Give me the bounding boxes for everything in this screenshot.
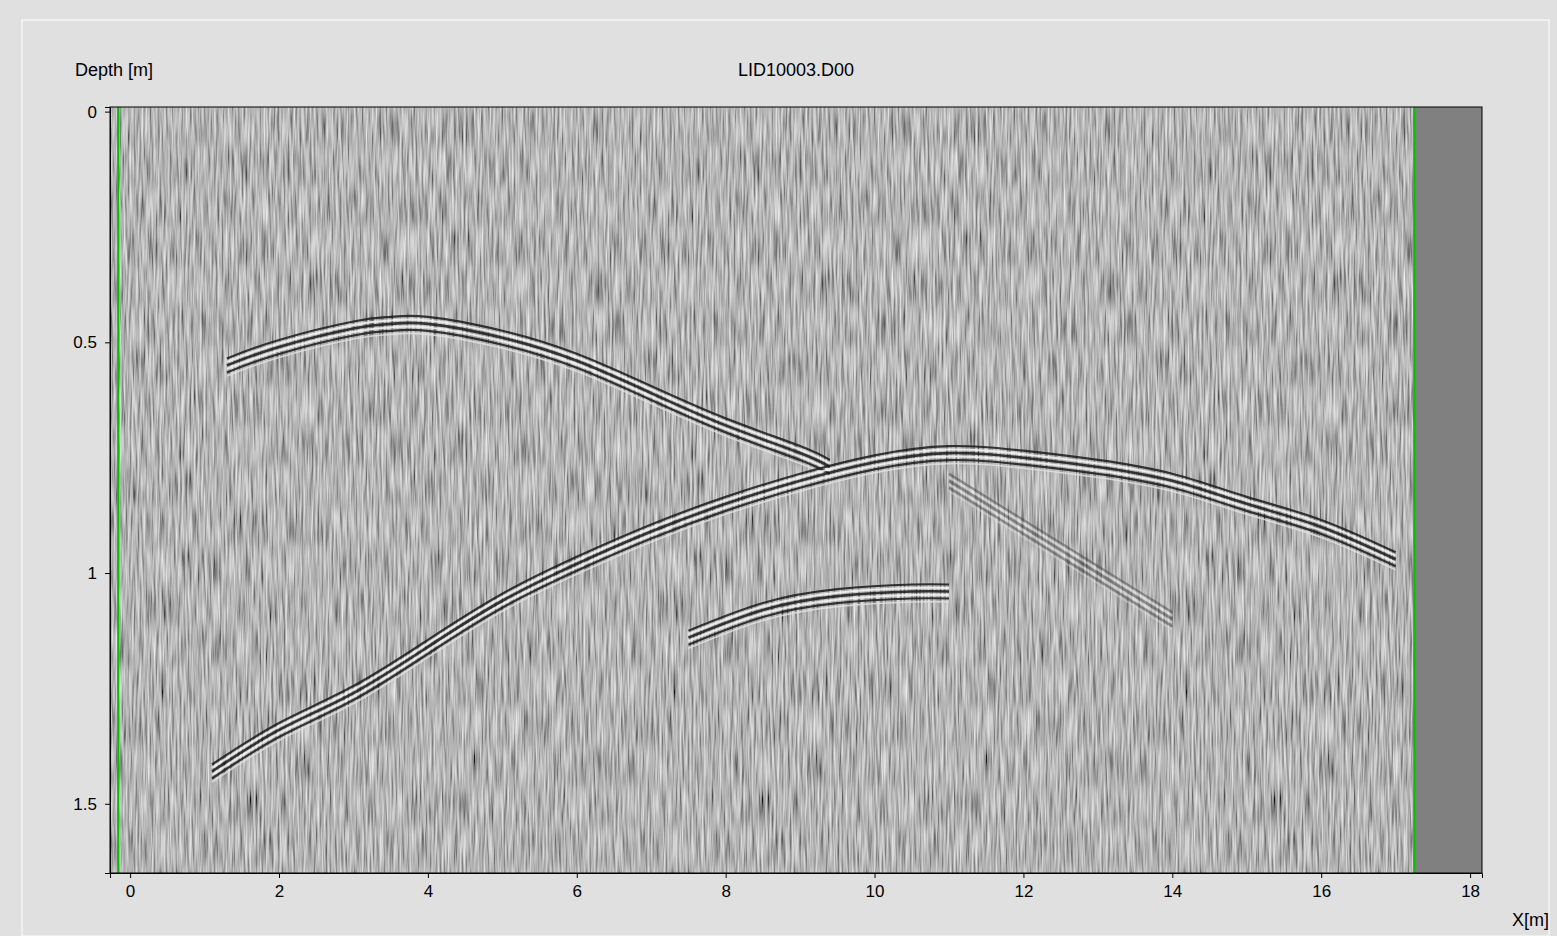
tick-label: 2 — [275, 882, 284, 901]
tick: 10 — [866, 873, 885, 901]
chart: 0 2 4 6 8 10 12 14 16 18 0 0.5 1 1.5 LID10003.D00 Depth… — [0, 0, 1557, 936]
tick: 0 — [88, 103, 110, 122]
reflector-line — [949, 488, 1172, 626]
tick: 1 — [88, 564, 110, 583]
reflector-line — [212, 463, 1396, 781]
tick-mark — [1321, 873, 1322, 878]
reflector-line — [949, 474, 1172, 612]
tick-label: 6 — [573, 882, 582, 901]
tick-mark — [875, 873, 876, 878]
reflector — [227, 316, 830, 478]
plot-area — [110, 107, 1482, 873]
tick-mark — [726, 873, 727, 878]
profile-limit — [117, 107, 119, 873]
x-axis-title: X[m] — [1512, 910, 1549, 930]
tick-label: 14 — [1163, 882, 1182, 901]
reflector — [688, 584, 949, 648]
tick: 4 — [424, 873, 433, 901]
tick: 14 — [1163, 873, 1182, 901]
reflector — [212, 446, 1396, 782]
tick: 18 — [1461, 873, 1480, 901]
tick: 6 — [573, 873, 582, 901]
tick-mark — [1023, 873, 1024, 878]
tick-mark — [428, 873, 429, 878]
tick-label: 1 — [88, 564, 97, 583]
tick-label: 18 — [1461, 882, 1480, 901]
tick-label: 0 — [126, 882, 135, 901]
reflector-line — [688, 602, 949, 648]
tick-label: 4 — [424, 882, 433, 901]
tick: 1.5 — [73, 795, 110, 814]
tick-mark — [577, 873, 578, 878]
no-data-area — [1414, 107, 1482, 873]
y-axis: 0 0.5 1 1.5 — [73, 103, 110, 874]
tick-label: 0 — [88, 103, 97, 122]
reflector-line — [212, 460, 1396, 778]
tick-label: 12 — [1014, 882, 1033, 901]
axis-line — [111, 874, 1483, 879]
tick: 0 — [126, 873, 135, 901]
panel — [22, 20, 1549, 936]
tick: 8 — [721, 873, 730, 901]
tick: 16 — [1312, 873, 1331, 901]
plot: 0 2 4 6 8 10 12 14 16 18 0 0.5 1 1.5 — [73, 103, 1482, 902]
reflector-line — [227, 326, 830, 470]
reflector — [949, 474, 1172, 630]
reflector-line — [688, 598, 949, 644]
texture — [110, 107, 1482, 873]
reflector-line — [212, 456, 1396, 774]
tick-mark — [130, 873, 131, 878]
tick-mark — [279, 873, 280, 878]
axis-line — [105, 108, 111, 874]
reflector-line — [949, 481, 1172, 619]
tick-mark — [1470, 873, 1471, 878]
title: LID10003.D00 — [738, 60, 854, 80]
tick: 2 — [275, 873, 284, 901]
tick-label: 8 — [721, 882, 730, 901]
x-axis: 0 2 4 6 8 10 12 14 16 18 — [111, 873, 1483, 901]
tick: 0.5 — [73, 333, 110, 352]
background — [110, 107, 1482, 873]
tick-label: 1.5 — [73, 795, 97, 814]
profile-limit — [1413, 107, 1415, 873]
tick: 12 — [1014, 873, 1033, 901]
reflector-line — [949, 484, 1172, 622]
reflector-line — [227, 333, 830, 477]
tick-label: 10 — [866, 882, 885, 901]
tick-mark — [105, 112, 110, 113]
tick-mark — [105, 342, 110, 343]
reflector-line — [949, 477, 1172, 615]
reflector-line — [227, 330, 830, 474]
y-axis-title: Depth [m] — [75, 60, 153, 80]
tick-label: 0.5 — [73, 333, 97, 352]
tick-mark — [105, 573, 110, 574]
tick-mark — [1172, 873, 1173, 878]
tick-mark — [105, 804, 110, 805]
reflector-line — [949, 491, 1172, 629]
frame — [110, 107, 1482, 873]
tick-label: 16 — [1312, 882, 1331, 901]
